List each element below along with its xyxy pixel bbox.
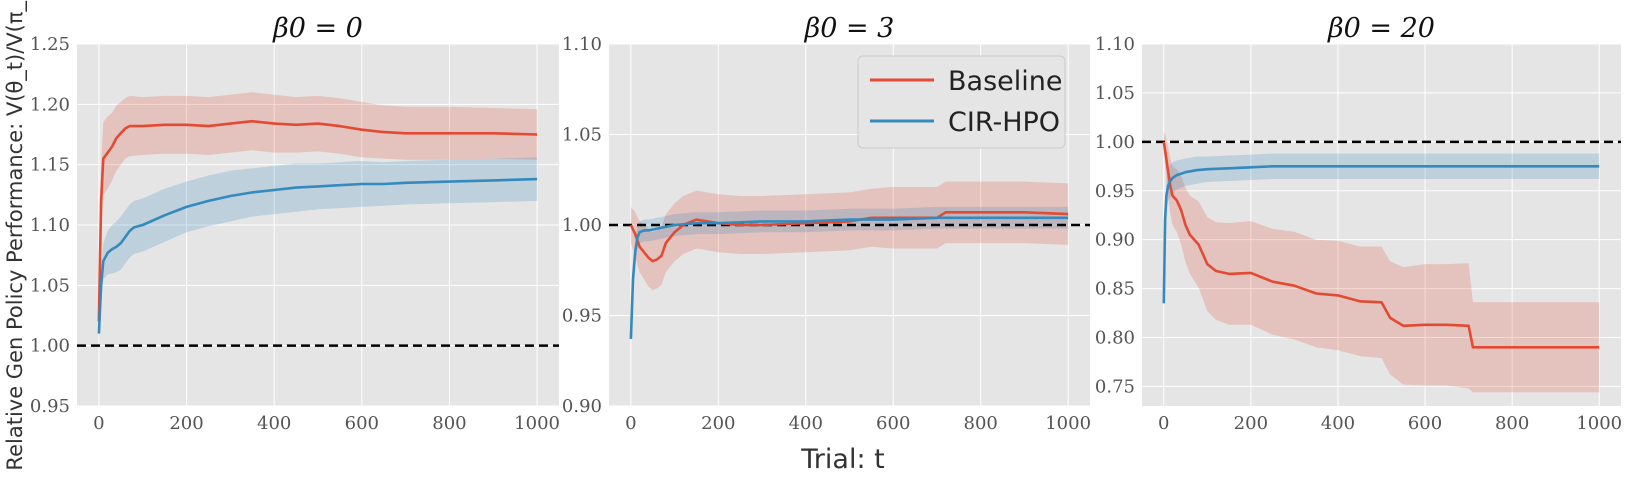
x-tick-label: 600	[1408, 413, 1442, 434]
plot-area	[1142, 44, 1621, 406]
x-tick-label: 600	[345, 413, 379, 434]
series-line-baseline	[97, 119, 538, 322]
y-tick-label: 1.05	[1095, 83, 1135, 104]
series-line-baseline	[1162, 141, 1600, 349]
series-line-cir-hpo	[629, 216, 1069, 340]
x-tick-label: 0	[1158, 413, 1169, 434]
x-tick-label: 200	[169, 413, 203, 434]
panel-title: β0 = 0	[272, 13, 363, 44]
y-axis-label: Relative Gen Policy Performance: V(θ_t)/…	[3, 0, 28, 471]
y-tick-label: 1.00	[562, 215, 602, 236]
y-tick-label: 1.00	[1095, 132, 1135, 153]
confidence-band-cir-hpo	[98, 157, 538, 340]
legend-label-baseline: Baseline	[948, 66, 1062, 97]
panel-title: β0 = 3	[804, 13, 895, 44]
confidence-band-baseline	[98, 92, 538, 352]
y-tick-label: 0.85	[1095, 279, 1135, 300]
y-tick-label: 0.95	[562, 306, 602, 327]
x-tick-label: 200	[1234, 413, 1268, 434]
y-tick-label: 1.10	[562, 34, 602, 55]
x-tick-label: 400	[1321, 413, 1355, 434]
panel-beta-0: 0 200 400 600 800 1000 0.95 1.00 1.05 1.10 1.15 1.2…	[30, 13, 560, 434]
x-tick-label: 600	[876, 413, 910, 434]
x-tick-label: 800	[1495, 413, 1529, 434]
x-tick-label: 1000	[1576, 413, 1622, 434]
y-tick-label: 0.90	[1095, 230, 1135, 251]
x-tick-label: 1000	[1045, 413, 1091, 434]
y-tick-label: 1.05	[30, 275, 70, 296]
y-tick-label: 0.95	[1095, 181, 1135, 202]
y-tick-label: 0.90	[562, 396, 602, 417]
x-tick-label: 200	[701, 413, 735, 434]
confidence-band-cir-hpo	[630, 206, 1069, 343]
y-tick-label: 1.05	[562, 125, 602, 146]
legend: Baseline CIR-HPO	[857, 55, 1066, 149]
series-line-cir-hpo	[97, 177, 538, 334]
legend-label-cir-hpo: CIR-HPO	[948, 107, 1060, 138]
y-tick-label: 1.10	[1095, 34, 1135, 55]
y-tick-label: 1.25	[30, 34, 70, 55]
y-tick-label: 0.75	[1095, 376, 1135, 397]
x-tick-label: 400	[257, 413, 291, 434]
series-line-cir-hpo	[1162, 165, 1600, 304]
panel-title: β0 = 20	[1327, 13, 1435, 44]
x-tick-label: 400	[789, 413, 823, 434]
panel-beta-20: 0 200 400 600 800 1000 0.75 0.80 0.85 0.90 0.95 1.0…	[1095, 13, 1622, 434]
x-axis-label: Trial: t	[800, 444, 884, 475]
y-tick-label: 0.95	[30, 396, 70, 417]
x-tick-label: 800	[432, 413, 466, 434]
confidence-band-baseline	[630, 181, 1069, 291]
y-tick-label: 1.00	[30, 336, 70, 357]
y-tick-label: 1.10	[30, 215, 70, 236]
y-tick-label: 1.20	[30, 94, 70, 115]
y-tick-label: 0.80	[1095, 328, 1135, 349]
x-tick-label: 800	[964, 413, 998, 434]
x-tick-label: 0	[93, 413, 104, 434]
confidence-band-baseline	[1163, 132, 1600, 393]
x-tick-label: 1000	[514, 413, 560, 434]
y-tick-label: 1.15	[30, 155, 70, 176]
x-tick-label: 0	[625, 413, 636, 434]
